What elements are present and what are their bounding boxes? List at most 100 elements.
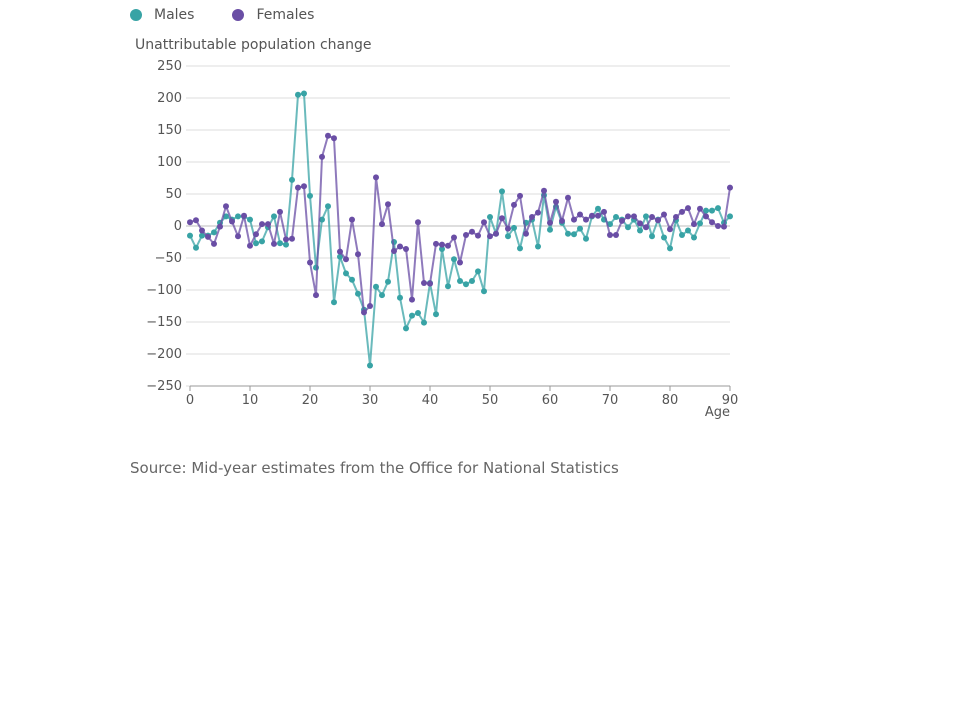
x-tick-label-3: 30	[362, 393, 379, 408]
point-males-53	[505, 233, 511, 240]
legend-item-males[interactable]: Males	[130, 7, 194, 23]
point-males-79	[661, 234, 667, 241]
point-females-30	[367, 303, 373, 309]
point-males-83	[685, 227, 691, 234]
point-females-26	[343, 256, 349, 263]
point-males-55	[517, 245, 523, 252]
x-tick-label-8: 80	[662, 393, 679, 408]
x-axis-title: Age	[705, 405, 730, 420]
y-tick-label-0: 250	[157, 59, 182, 74]
point-males-15	[277, 240, 283, 247]
point-males-20	[307, 192, 313, 199]
point-males-23	[325, 203, 331, 210]
point-females-66	[583, 216, 589, 223]
point-males-0	[187, 232, 193, 239]
point-females-59	[541, 187, 547, 194]
point-males-84	[691, 234, 697, 241]
point-males-41	[433, 311, 439, 318]
legend-label-females: Females	[256, 7, 315, 23]
point-males-47	[469, 278, 475, 284]
x-tick-label-2: 20	[302, 393, 319, 408]
point-females-22	[319, 153, 325, 160]
point-females-86	[703, 213, 709, 220]
point-males-66	[583, 235, 589, 242]
point-females-47	[469, 228, 475, 235]
point-females-65	[577, 211, 583, 218]
x-tick-label-9: 90	[722, 393, 739, 408]
point-males-43	[445, 283, 451, 290]
x-tick-label-7: 70	[602, 393, 619, 408]
point-males-44	[451, 256, 457, 263]
point-females-3	[205, 233, 211, 240]
chart-legend: Males Females	[130, 7, 314, 23]
point-females-1	[193, 217, 199, 224]
point-males-49	[481, 288, 487, 295]
point-males-48	[475, 268, 481, 275]
point-females-64	[571, 216, 577, 223]
y-tick-label-9: −200	[146, 347, 182, 362]
point-males-68	[595, 205, 601, 212]
point-females-7	[229, 218, 235, 225]
x-tick-label-0: 0	[186, 393, 194, 408]
point-males-58	[535, 243, 541, 250]
point-females-44	[451, 234, 457, 241]
point-males-22	[319, 216, 325, 223]
point-males-75	[637, 227, 643, 234]
x-tick-label-5: 50	[482, 393, 499, 408]
point-females-0	[187, 219, 193, 226]
point-females-45	[457, 259, 463, 266]
point-females-5	[217, 223, 223, 230]
series-females	[187, 132, 733, 316]
point-females-53	[505, 225, 511, 232]
point-males-42	[439, 246, 445, 252]
point-males-16	[283, 241, 289, 248]
point-males-33	[385, 278, 391, 285]
point-females-71	[613, 232, 619, 238]
point-males-52	[499, 188, 505, 195]
point-males-4	[211, 229, 217, 236]
point-females-87	[709, 219, 715, 226]
y-axis-title: Unattributable population change	[135, 37, 372, 53]
point-females-76	[643, 224, 649, 231]
point-females-23	[325, 132, 331, 139]
point-females-63	[565, 194, 571, 201]
point-females-21	[313, 292, 319, 299]
point-females-28	[355, 251, 361, 258]
x-tick-label-1: 10	[242, 393, 259, 408]
point-males-39	[421, 319, 427, 326]
point-males-86	[703, 207, 709, 214]
point-females-83	[685, 205, 691, 212]
point-females-56	[523, 230, 529, 237]
point-females-72	[619, 217, 625, 224]
y-tick-label-3: 100	[157, 155, 182, 170]
point-females-20	[307, 259, 313, 266]
point-males-19	[301, 90, 307, 97]
point-males-17	[289, 176, 295, 183]
point-females-4	[211, 240, 217, 247]
point-females-67	[589, 212, 595, 219]
legend-marker-females	[232, 9, 245, 21]
point-males-76	[643, 213, 649, 220]
point-males-35	[397, 294, 403, 301]
point-males-12	[259, 238, 265, 245]
point-females-50	[487, 233, 493, 240]
point-males-71	[613, 214, 619, 220]
y-tick-label-2: 150	[157, 123, 182, 138]
point-males-82	[679, 232, 685, 238]
point-females-46	[463, 232, 469, 238]
point-females-51	[493, 230, 499, 237]
point-males-65	[577, 225, 583, 232]
point-females-62	[559, 217, 565, 224]
point-females-6	[223, 203, 229, 210]
series-line-males	[189, 92, 731, 367]
point-females-84	[691, 221, 697, 228]
legend-item-females[interactable]: Females	[232, 7, 314, 23]
y-tick-label-5: 0	[174, 219, 182, 234]
point-females-88	[715, 223, 721, 229]
point-females-77	[649, 214, 655, 220]
legend-label-males: Males	[154, 7, 195, 23]
point-males-45	[457, 278, 463, 284]
point-males-28	[355, 290, 361, 297]
point-males-46	[463, 281, 469, 288]
point-females-89	[721, 223, 727, 230]
